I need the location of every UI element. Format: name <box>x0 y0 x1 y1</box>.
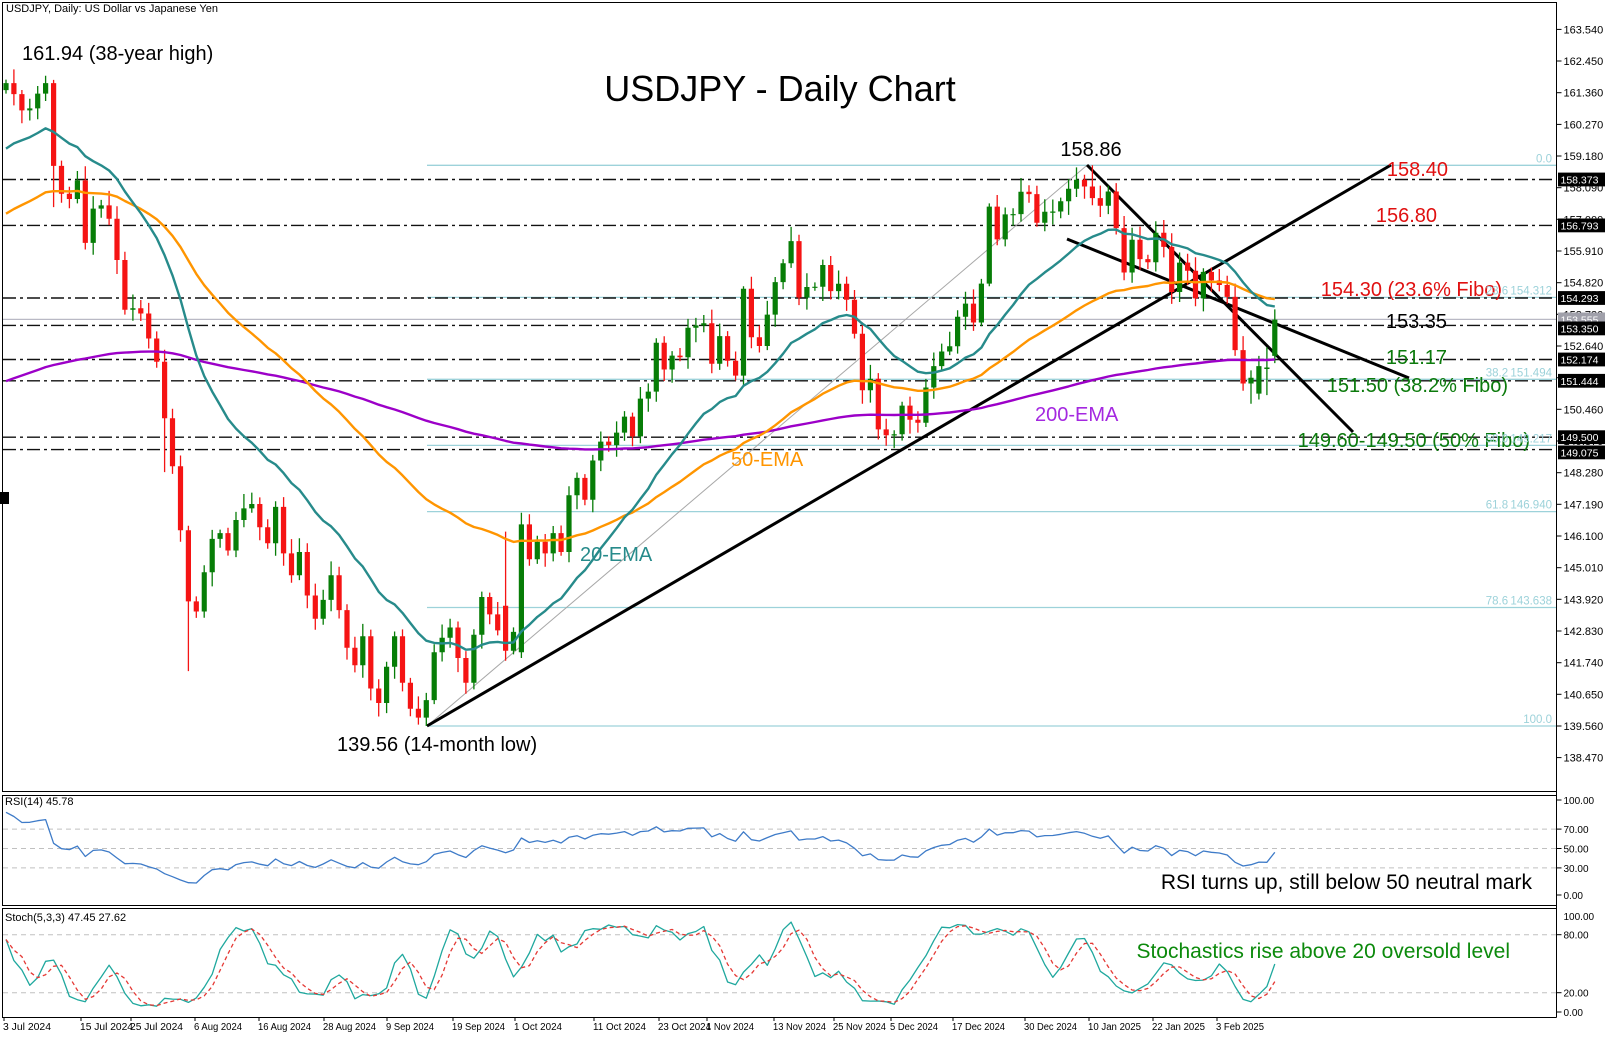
svg-text:RSI(14) 45.78: RSI(14) 45.78 <box>5 796 73 808</box>
svg-text:151.444: 151.444 <box>1561 376 1599 388</box>
svg-text:149.60-149.50 (50% Fibo): 149.60-149.50 (50% Fibo) <box>1298 430 1530 452</box>
svg-text:0.00: 0.00 <box>1564 891 1584 902</box>
svg-text:25 Nov 2024: 25 Nov 2024 <box>833 1022 886 1033</box>
svg-text:23 Oct 2024: 23 Oct 2024 <box>658 1022 711 1033</box>
svg-text:161.360: 161.360 <box>1564 88 1604 100</box>
svg-text:200-EMA: 200-EMA <box>1035 404 1119 426</box>
svg-text:50.00: 50.00 <box>1564 845 1589 856</box>
svg-text:5 Dec 2024: 5 Dec 2024 <box>890 1022 938 1033</box>
svg-text:Stoch(5,3,3) 47.45 27.62: Stoch(5,3,3) 47.45 27.62 <box>5 912 126 924</box>
svg-text:141.740: 141.740 <box>1564 658 1604 670</box>
svg-text:149.075: 149.075 <box>1561 447 1599 459</box>
svg-text:145.010: 145.010 <box>1564 563 1604 575</box>
svg-text:142.830: 142.830 <box>1564 626 1604 638</box>
svg-text:154.820: 154.820 <box>1564 278 1604 290</box>
svg-text:153.35: 153.35 <box>1386 311 1447 333</box>
svg-text:159.180: 159.180 <box>1564 151 1604 163</box>
svg-text:138.470: 138.470 <box>1564 753 1604 765</box>
svg-text:151.50 (38.2% Fibo): 151.50 (38.2% Fibo) <box>1327 375 1508 397</box>
svg-text:17 Dec 2024: 17 Dec 2024 <box>952 1022 1005 1033</box>
svg-text:151.17: 151.17 <box>1386 347 1447 369</box>
svg-text:16 Aug 2024: 16 Aug 2024 <box>258 1022 311 1033</box>
svg-text:156.80: 156.80 <box>1376 205 1437 227</box>
svg-text:50.0 149.217: 50.0 149.217 <box>1486 433 1552 445</box>
svg-text:23.6 154.312: 23.6 154.312 <box>1486 285 1552 297</box>
svg-text:13 Nov 2024: 13 Nov 2024 <box>773 1022 826 1033</box>
svg-text:154.30 (23.6% Fibo): 154.30 (23.6% Fibo) <box>1321 279 1502 301</box>
svg-text:158.373: 158.373 <box>1561 175 1599 187</box>
svg-text:162.450: 162.450 <box>1564 56 1604 68</box>
svg-text:100.00: 100.00 <box>1564 912 1595 923</box>
svg-text:15 Jul 2024: 15 Jul 2024 <box>80 1022 133 1033</box>
svg-text:19 Sep 2024: 19 Sep 2024 <box>452 1022 505 1033</box>
svg-text:147.190: 147.190 <box>1564 499 1604 511</box>
svg-text:6 Aug 2024: 6 Aug 2024 <box>194 1022 242 1033</box>
svg-text:158.86: 158.86 <box>1060 139 1121 161</box>
svg-text:0.00: 0.00 <box>1564 1008 1584 1019</box>
svg-text:20.00: 20.00 <box>1564 989 1589 1000</box>
svg-text:150.460: 150.460 <box>1564 404 1604 416</box>
svg-text:146.100: 146.100 <box>1564 531 1604 543</box>
svg-text:149.500: 149.500 <box>1561 432 1599 444</box>
svg-text:148.280: 148.280 <box>1564 468 1604 480</box>
svg-text:3 Feb 2025: 3 Feb 2025 <box>1216 1022 1264 1033</box>
svg-text:139.560: 139.560 <box>1564 721 1604 733</box>
svg-text:160.270: 160.270 <box>1564 119 1604 131</box>
svg-text:Stochastics rise above 20 over: Stochastics rise above 20 oversold level <box>1136 940 1510 963</box>
svg-text:158.40: 158.40 <box>1387 159 1448 181</box>
svg-text:70.00: 70.00 <box>1564 825 1589 836</box>
svg-text:61.8 146.940: 61.8 146.940 <box>1486 500 1552 512</box>
svg-text:22 Jan 2025: 22 Jan 2025 <box>1152 1022 1205 1033</box>
svg-text:143.920: 143.920 <box>1564 594 1604 606</box>
svg-text:25 Jul 2024: 25 Jul 2024 <box>130 1022 183 1033</box>
svg-text:28 Aug 2024: 28 Aug 2024 <box>323 1022 376 1033</box>
svg-text:153.350: 153.350 <box>1561 323 1599 335</box>
svg-text:100.00: 100.00 <box>1564 796 1595 807</box>
svg-text:USDJPY - Daily Chart: USDJPY - Daily Chart <box>604 68 955 109</box>
svg-text:1 Nov 2024: 1 Nov 2024 <box>706 1022 754 1033</box>
svg-text:154.293: 154.293 <box>1561 293 1599 305</box>
svg-text:30.00: 30.00 <box>1564 864 1589 875</box>
svg-text:10 Jan 2025: 10 Jan 2025 <box>1088 1022 1141 1033</box>
svg-text:11 Oct 2024: 11 Oct 2024 <box>593 1022 646 1033</box>
svg-text:152.174: 152.174 <box>1561 355 1599 367</box>
svg-text:78.6 143.638: 78.6 143.638 <box>1486 596 1552 608</box>
svg-text:38.2 151.494: 38.2 151.494 <box>1486 367 1553 379</box>
svg-text:RSI turns up, still below 50 n: RSI turns up, still below 50 neutral mar… <box>1161 871 1533 894</box>
svg-text:20-EMA: 20-EMA <box>580 544 653 566</box>
svg-text:0.0: 0.0 <box>1536 153 1552 165</box>
svg-text:50-EMA: 50-EMA <box>731 449 804 471</box>
svg-text:80.00: 80.00 <box>1564 931 1589 942</box>
svg-text:3 Jul 2024: 3 Jul 2024 <box>3 1022 51 1033</box>
svg-text:161.94 (38-year high): 161.94 (38-year high) <box>22 43 213 65</box>
svg-text:139.56 (14-month low): 139.56 (14-month low) <box>337 734 537 756</box>
svg-text:9 Sep 2024: 9 Sep 2024 <box>386 1022 434 1033</box>
svg-text:163.540: 163.540 <box>1564 24 1604 36</box>
svg-text:155.910: 155.910 <box>1564 246 1604 258</box>
svg-text:152.640: 152.640 <box>1564 341 1604 353</box>
svg-text:140.650: 140.650 <box>1564 689 1604 701</box>
svg-text:156.793: 156.793 <box>1561 220 1599 232</box>
svg-text:USDJPY, Daily: US Dollar vs J: USDJPY, Daily: US Dollar vs Japanese Yen <box>6 3 218 15</box>
svg-text:100.0: 100.0 <box>1523 714 1552 726</box>
svg-text:30 Dec 2024: 30 Dec 2024 <box>1024 1022 1077 1033</box>
svg-text:1 Oct 2024: 1 Oct 2024 <box>514 1022 562 1033</box>
